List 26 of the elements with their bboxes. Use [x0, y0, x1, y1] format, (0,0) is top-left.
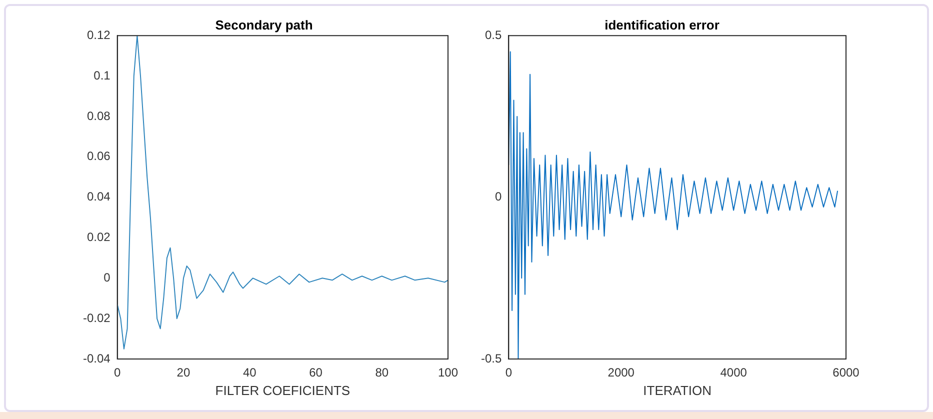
- chart-title: identification error: [604, 17, 720, 32]
- y-tick-label: 0.1: [94, 68, 111, 82]
- x-tick-label: 2000: [608, 366, 635, 380]
- x-tick-label: 4000: [720, 366, 748, 380]
- x-tick-label: 80: [375, 366, 389, 380]
- x-tick-label: 60: [309, 366, 323, 380]
- y-tick-label: 0.12: [86, 28, 111, 42]
- y-tick-label: 0.02: [86, 230, 111, 244]
- x-axis-title: FILTER COEFICIENTS: [215, 382, 350, 398]
- x-tick-label: 20: [176, 366, 190, 380]
- y-tick-label: 0.04: [86, 190, 111, 204]
- y-tick-label: -0.04: [82, 351, 111, 366]
- y-tick-label: -0.5: [480, 351, 502, 366]
- y-tick-label: -0.02: [82, 310, 111, 325]
- y-tick-label: 0.06: [86, 149, 111, 164]
- y-tick-label: 0: [104, 270, 111, 284]
- x-tick-label: 40: [242, 366, 257, 380]
- x-axis-title: ITERATION: [643, 382, 712, 398]
- y-tick-label: 0.08: [86, 108, 111, 123]
- x-tick-label: 0: [505, 366, 512, 380]
- x-tick-label: 6000: [832, 366, 860, 380]
- x-tick-label: 100: [438, 366, 458, 380]
- y-tick-label: 0: [494, 190, 502, 204]
- chart-title: Secondary path: [215, 17, 313, 32]
- y-tick-label: 0.5: [484, 28, 502, 42]
- x-tick-label: 0: [114, 366, 122, 380]
